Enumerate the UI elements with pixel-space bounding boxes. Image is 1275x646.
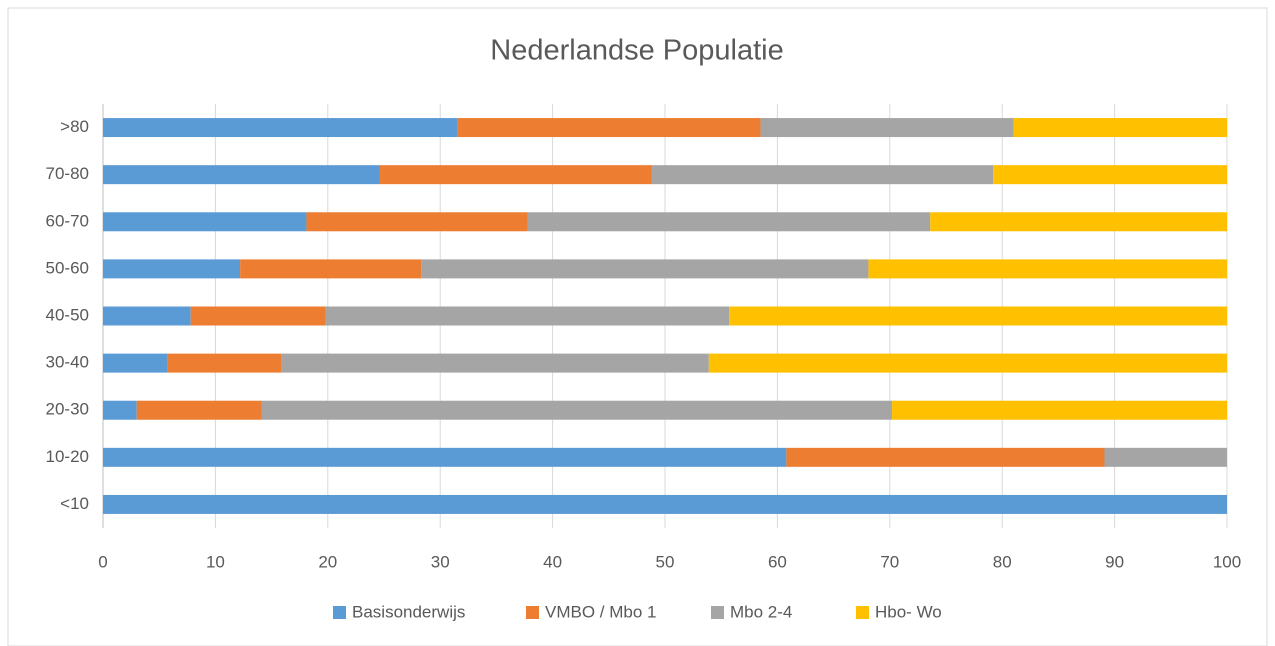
- bar-segment: [786, 447, 1105, 467]
- legend-label: Hbo- Wo: [875, 602, 942, 621]
- y-tick-label: 30-40: [46, 353, 89, 372]
- bar-segment: [651, 165, 994, 185]
- bar-segment: [708, 353, 1227, 373]
- bar-segment: [421, 259, 869, 279]
- y-tick-label: 20-30: [46, 400, 89, 419]
- legend-swatch: [856, 606, 869, 619]
- y-tick-label: >80: [60, 117, 89, 136]
- x-tick-label: 90: [1105, 552, 1124, 571]
- bar-segment: [103, 400, 137, 420]
- bar-segment: [868, 259, 1227, 279]
- y-tick-label: 10-20: [46, 447, 89, 466]
- legend-swatch: [333, 606, 346, 619]
- bar-segment: [167, 353, 282, 373]
- x-tick-label: 20: [318, 552, 337, 571]
- bar-segment: [103, 447, 787, 467]
- chart-title: Nederlandse Populatie: [490, 35, 783, 67]
- bar-segment: [240, 259, 422, 279]
- x-tick-label: 60: [768, 552, 787, 571]
- bar-segment: [136, 400, 262, 420]
- bar-segment: [379, 165, 652, 185]
- bar-segment: [527, 212, 931, 232]
- legend-label: VMBO / Mbo 1: [545, 602, 656, 621]
- x-tick-label: 30: [431, 552, 450, 571]
- bar-segment: [306, 212, 528, 232]
- y-tick-label: 60-70: [46, 211, 89, 230]
- x-tick-label: 70: [880, 552, 899, 571]
- y-tick-label: <10: [60, 494, 89, 513]
- bar-segment: [103, 259, 241, 279]
- x-tick-label: 100: [1213, 552, 1241, 571]
- bar-segment: [103, 306, 191, 326]
- x-tick-label: 50: [656, 552, 675, 571]
- bar-segment: [930, 212, 1227, 232]
- bar-segment: [993, 165, 1227, 185]
- bar-segment: [261, 400, 893, 420]
- bar-segment: [1104, 447, 1227, 467]
- bar-segment: [103, 212, 307, 232]
- x-tick-label: 40: [543, 552, 562, 571]
- x-tick-label: 10: [206, 552, 225, 571]
- legend-swatch: [526, 606, 539, 619]
- bar-segment: [729, 306, 1227, 326]
- bar-segment: [103, 165, 380, 185]
- bar-segment: [103, 353, 168, 373]
- chart-border: [7, 7, 1268, 646]
- bar-segment: [892, 400, 1227, 420]
- bar-segment: [760, 118, 1014, 138]
- legend-swatch: [711, 606, 724, 619]
- bar-segment: [1013, 118, 1227, 138]
- y-tick-label: 40-50: [46, 305, 89, 324]
- bar-segment: [190, 306, 326, 326]
- bar-segment: [103, 494, 1227, 514]
- x-tick-label: 80: [993, 552, 1012, 571]
- legend-label: Mbo 2-4: [730, 602, 792, 621]
- y-tick-label: 50-60: [46, 258, 89, 277]
- x-tick-label: 0: [98, 552, 107, 571]
- bar-segment: [325, 306, 730, 326]
- y-tick-label: 70-80: [46, 164, 89, 183]
- bar-segment: [457, 118, 761, 138]
- bar-segment: [103, 118, 458, 138]
- bar-segment: [281, 353, 709, 373]
- legend-label: Basisonderwijs: [352, 602, 465, 621]
